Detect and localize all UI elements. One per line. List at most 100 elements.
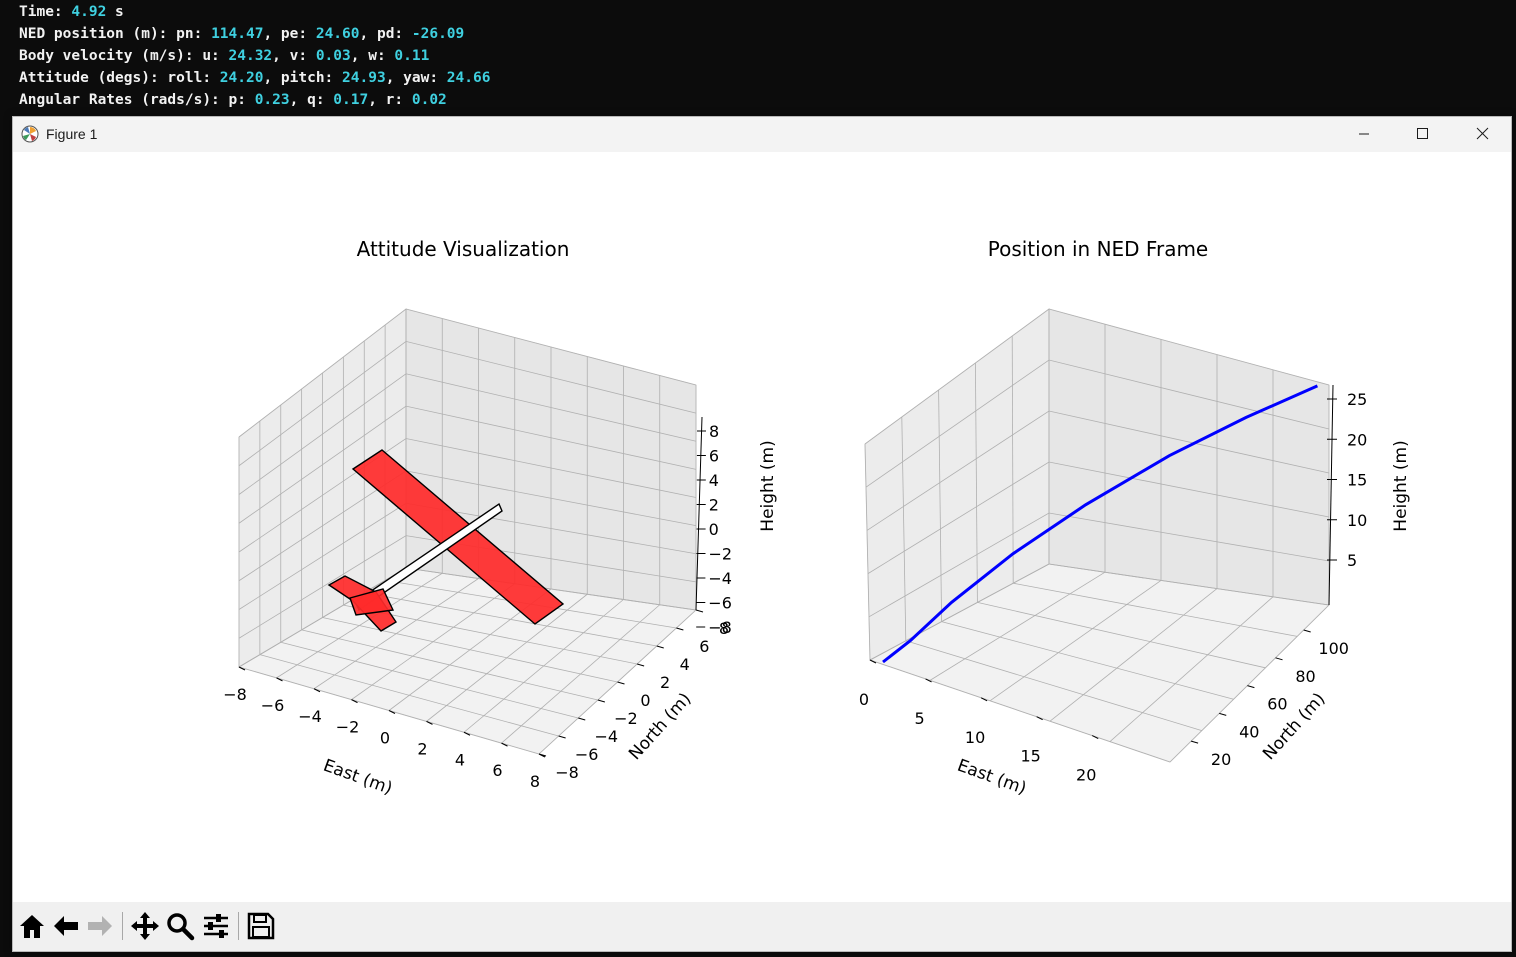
grid-line xyxy=(405,567,697,611)
x-tick xyxy=(1036,716,1043,721)
configure-subplots-button[interactable] xyxy=(201,911,231,941)
y-tick-label: 20 xyxy=(1211,750,1231,769)
console-value: 0.02 xyxy=(411,92,447,108)
grid-line xyxy=(977,602,1266,669)
console-label: , v: xyxy=(272,48,316,64)
grid-line xyxy=(869,563,1330,661)
save-button[interactable] xyxy=(246,911,276,941)
x-tick-label: 2 xyxy=(417,739,427,758)
forward-button[interactable] xyxy=(85,911,115,941)
y-tick-label: 0 xyxy=(640,691,650,710)
z-tick-label: −8 xyxy=(708,618,732,637)
z-axis-label: Height (m) xyxy=(1391,440,1411,531)
y-tick xyxy=(695,609,704,613)
console-line: Time: 4.92 s xyxy=(19,1,124,23)
navigation-toolbar xyxy=(13,902,1511,951)
y-tick-label: −6 xyxy=(575,745,599,764)
z-tick-label: 2 xyxy=(709,496,719,515)
chart-title: Attitude Visualization xyxy=(357,237,570,261)
back-arrow-icon xyxy=(54,916,78,936)
y-tick xyxy=(1247,685,1255,689)
minimize-icon xyxy=(1359,133,1369,135)
y-tick xyxy=(656,645,664,649)
z-tick-label: 6 xyxy=(709,447,719,466)
close-icon xyxy=(1476,127,1489,140)
x-tick-label: −8 xyxy=(223,685,247,704)
x-tick xyxy=(351,699,358,704)
console-value: 24.32 xyxy=(228,48,273,64)
window-title: Figure 1 xyxy=(46,126,98,142)
save-floppy-icon xyxy=(247,912,275,940)
z-tick-label: 8 xyxy=(709,422,719,441)
grid-lines xyxy=(864,308,1330,763)
z-tick-label: −6 xyxy=(708,594,732,613)
x-tick-label: 20 xyxy=(1076,766,1096,785)
x-tick-label: 8 xyxy=(530,772,540,791)
y-tick xyxy=(617,681,625,685)
y-tick-label: 80 xyxy=(1295,667,1315,686)
console-label: , r: xyxy=(368,92,412,108)
grid-line xyxy=(1169,604,1330,763)
console-label: , w: xyxy=(350,48,395,64)
maximize-button[interactable] xyxy=(1393,117,1451,152)
x-tick xyxy=(388,710,396,714)
toolbar-separator xyxy=(238,912,239,940)
grid-line xyxy=(938,389,942,622)
console-label: , yaw: xyxy=(385,70,447,86)
close-button[interactable] xyxy=(1453,117,1511,152)
home-button[interactable] xyxy=(17,911,47,941)
grid-line xyxy=(864,308,1330,445)
x-tick-label: 6 xyxy=(492,761,502,780)
x-axis-label: East (m) xyxy=(320,756,394,799)
zoom-magnifier-icon xyxy=(167,913,195,941)
chart-title: Position in NED Frame xyxy=(988,237,1209,261)
zoom-button[interactable] xyxy=(165,911,195,941)
console-value: 114.47 xyxy=(211,26,264,42)
x-tick-label: 15 xyxy=(1020,747,1040,766)
grid-line xyxy=(989,580,1162,702)
y-tick-label: 6 xyxy=(699,637,709,656)
axis-ticks xyxy=(869,384,1337,744)
y-tick-label: 2 xyxy=(660,673,670,692)
grid-line xyxy=(929,571,1106,681)
figure-canvas[interactable]: Attitude Visualization −8 −6 −4 −2 0 2 4 6 8 −8 −6… xyxy=(13,152,1511,902)
grid-line xyxy=(868,512,1330,618)
x-tick xyxy=(980,697,988,702)
z-tick-label: 20 xyxy=(1347,430,1367,449)
console-label: Body velocity (m/s): u: xyxy=(19,48,229,64)
console-label: s xyxy=(106,4,124,20)
title-bar[interactable]: Figure 1 xyxy=(13,117,1511,152)
console-value: 0.03 xyxy=(315,48,351,64)
console-label: , pd: xyxy=(359,26,412,42)
x-tick xyxy=(869,659,877,664)
grid-line xyxy=(1013,582,1298,637)
grid-line xyxy=(905,640,1202,731)
home-icon xyxy=(20,915,44,938)
y-tick-label: 8 xyxy=(719,619,729,638)
y-tick xyxy=(558,735,566,739)
grid-line xyxy=(238,308,697,438)
z-axis-line xyxy=(695,416,703,611)
y-tick-label: −8 xyxy=(555,763,579,782)
console-value: 0.11 xyxy=(394,48,430,64)
console-line: NED position (m): pn: 114.47, pe: 24.60,… xyxy=(19,23,464,45)
console-value: 0.23 xyxy=(254,92,290,108)
figure-window: Figure 1 Attitude Visualization xyxy=(12,116,1512,952)
x-tick-label: −2 xyxy=(336,718,360,737)
grid-line xyxy=(426,593,588,722)
y-tick xyxy=(1190,740,1199,744)
x-tick xyxy=(1091,735,1099,740)
y-tick xyxy=(578,717,586,721)
console-value: 4.92 xyxy=(71,4,107,20)
pan-button[interactable] xyxy=(130,911,160,941)
console-label: Angular Rates (rads/s): p: xyxy=(19,92,255,108)
x-tick xyxy=(463,731,471,736)
console-line: Attitude (degs): roll: 24.20, pitch: 24.… xyxy=(19,67,490,89)
grid-line xyxy=(941,621,1234,700)
x-tick-label: 0 xyxy=(859,690,869,709)
matplotlib-logo-icon xyxy=(21,125,39,143)
back-button[interactable] xyxy=(51,911,81,941)
minimize-button[interactable] xyxy=(1335,117,1393,152)
